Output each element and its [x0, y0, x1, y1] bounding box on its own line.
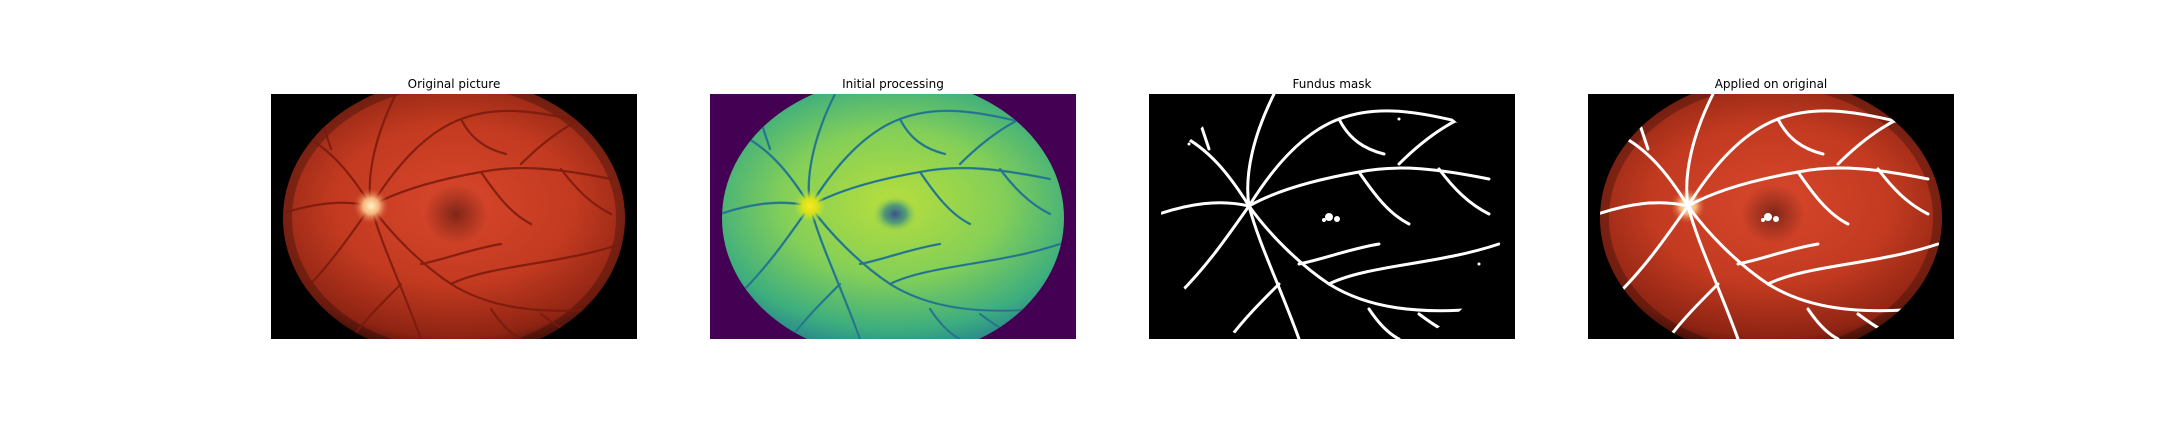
panel-title: Applied on original [1714, 77, 1828, 91]
panel-fundus-mask: Fundus mask [1149, 77, 1515, 339]
processed-fundus-image [710, 94, 1076, 339]
vessel-mask-image [1149, 94, 1515, 339]
original-fundus-image [271, 94, 637, 339]
panel-applied-on-original: Applied on original [1588, 77, 1954, 339]
mask-overlay-image [1588, 94, 1954, 339]
panel-title: Initial processing [842, 77, 944, 91]
panel-title: Original picture [407, 77, 501, 91]
panel-initial-processing: Initial processing [710, 77, 1076, 339]
panel-original: Original picture [271, 77, 637, 339]
panel-title: Fundus mask [1292, 77, 1372, 91]
